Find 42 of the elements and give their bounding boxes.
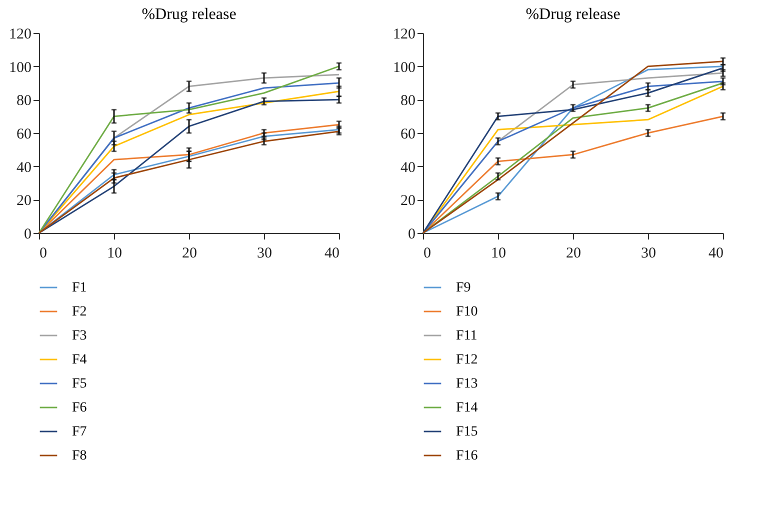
legend-label: F11 <box>456 328 478 344</box>
legend-label: F15 <box>456 424 478 440</box>
y-tick-label: 0 <box>24 226 32 242</box>
x-tick-label: 40 <box>708 246 724 262</box>
y-tick-label: 60 <box>400 126 416 142</box>
y-tick-label: 100 <box>393 60 416 76</box>
legend-label: F3 <box>72 328 87 344</box>
legend-label: F2 <box>72 304 87 320</box>
x-tick-label: 30 <box>641 246 656 262</box>
x-tick-label: 0 <box>40 246 47 262</box>
y-tick-label: 120 <box>393 26 416 42</box>
legend-label: F6 <box>72 400 87 416</box>
y-tick-label: 100 <box>9 60 32 76</box>
legend-label: F5 <box>72 376 87 392</box>
y-tick-label: 60 <box>16 126 32 142</box>
y-tick-label: 80 <box>400 93 416 110</box>
y-tick-label: 0 <box>408 226 416 242</box>
y-tick-label: 40 <box>400 160 416 176</box>
x-tick-label: 30 <box>257 246 272 262</box>
legend-label: F12 <box>456 352 478 368</box>
legend-label: F9 <box>456 280 471 296</box>
legend-label: F4 <box>72 352 87 368</box>
legend-label: F10 <box>456 304 478 320</box>
legend-label: F13 <box>456 376 478 392</box>
y-tick-label: 40 <box>16 160 32 176</box>
x-tick-label: 10 <box>107 246 122 262</box>
y-tick-label: 20 <box>400 193 416 210</box>
legend-label: F16 <box>456 448 478 464</box>
y-tick-label: 120 <box>9 26 32 42</box>
legend-label: F14 <box>456 400 478 416</box>
chart-title: %Drug release <box>526 6 620 23</box>
y-tick-label: 80 <box>16 93 32 110</box>
x-tick-label: 20 <box>566 246 581 262</box>
x-tick-label: 20 <box>182 246 197 262</box>
chart-title: %Drug release <box>142 6 236 23</box>
x-tick-label: 10 <box>491 246 506 262</box>
legend-label: F8 <box>72 448 87 464</box>
x-tick-label: 0 <box>424 246 431 262</box>
legend-label: F7 <box>72 424 87 440</box>
y-tick-label: 20 <box>16 193 32 210</box>
legend-label: F1 <box>72 280 87 296</box>
x-tick-label: 40 <box>324 246 340 262</box>
